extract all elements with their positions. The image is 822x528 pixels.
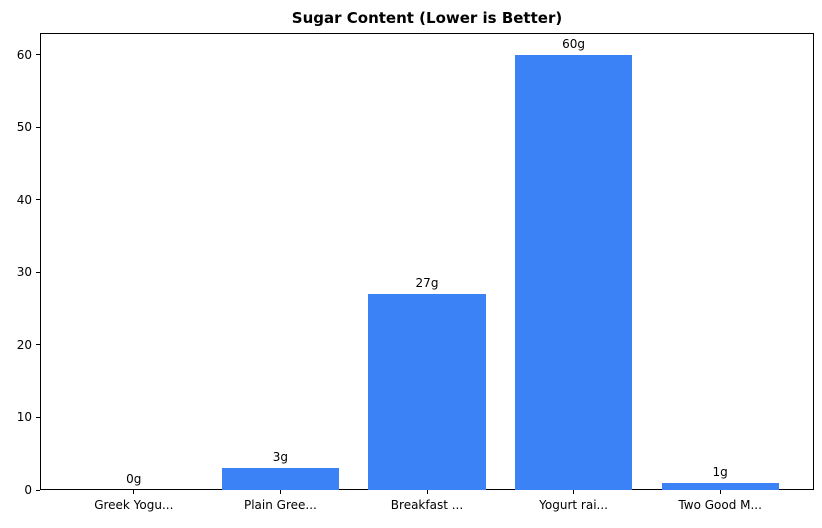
bar-value-label: 27g (415, 276, 439, 291)
y-tick-mark (36, 416, 40, 418)
x-tick-label: Plain Gree... (243, 498, 317, 512)
x-tick-mark (719, 490, 721, 494)
x-tick-mark (133, 490, 135, 494)
y-tick-mark (36, 126, 40, 128)
x-tick-label: Two Good M... (678, 498, 762, 512)
bar (368, 294, 486, 490)
y-tick-label: 20 (16, 337, 32, 352)
bar-value-label: 0g (126, 472, 142, 486)
y-tick-mark (36, 54, 40, 56)
y-tick-label: 10 (16, 410, 32, 425)
y-tick-mark (36, 271, 40, 273)
x-tick-label: Greek Yogu... (94, 498, 174, 512)
y-tick-mark (36, 344, 40, 346)
y-tick-label: 60 (16, 47, 32, 62)
y-tick-mark (36, 489, 40, 491)
y-tick-label: 0 (24, 483, 32, 497)
x-tick-mark (573, 490, 575, 494)
y-tick-label: 40 (16, 192, 32, 207)
bar-value-label: 3g (272, 450, 289, 465)
chart-title: Sugar Content (Lower is Better) (291, 9, 563, 27)
bar-value-label: 60g (562, 36, 586, 51)
x-tick-label: Breakfast ... (390, 498, 464, 512)
bar (661, 482, 779, 490)
bar (221, 468, 340, 490)
y-tick-label: 30 (16, 265, 32, 280)
y-tick-mark (36, 199, 40, 201)
x-tick-label: Yogurt rai... (539, 498, 608, 512)
bar (514, 54, 633, 490)
x-tick-mark (279, 490, 281, 494)
bar-value-label: 1g (712, 464, 728, 479)
x-tick-mark (426, 490, 428, 494)
y-tick-label: 50 (16, 120, 32, 135)
